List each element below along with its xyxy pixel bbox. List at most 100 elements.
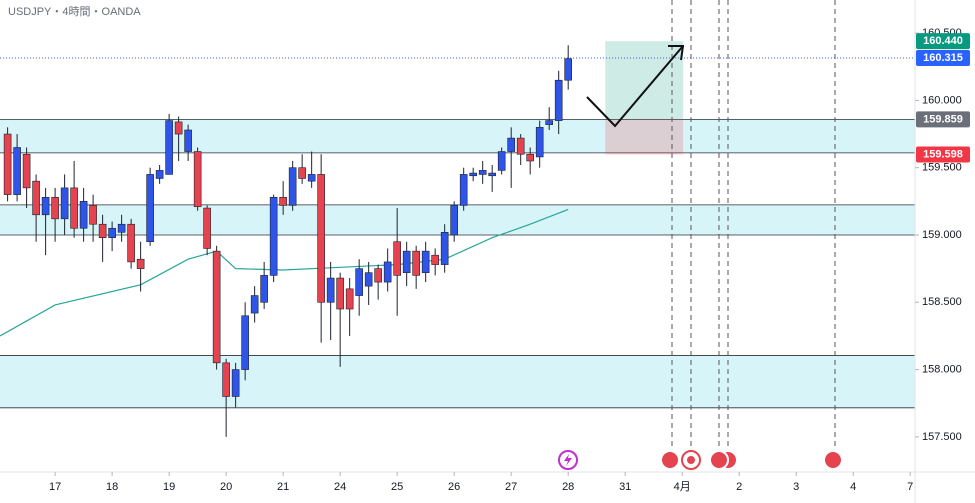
x-tick-label: 19 bbox=[163, 481, 175, 493]
candle-body bbox=[488, 172, 496, 177]
y-tick-label: 158.500 bbox=[922, 296, 962, 308]
candle-body bbox=[554, 79, 563, 121]
x-tick-label: 17 bbox=[49, 481, 61, 493]
candle-body bbox=[450, 205, 458, 236]
candle-body bbox=[545, 120, 553, 125]
candle-body bbox=[516, 137, 525, 155]
candle-body bbox=[203, 207, 211, 249]
event-icon[interactable] bbox=[660, 450, 680, 470]
candle-body bbox=[535, 127, 544, 158]
chart-title: USDJPY・4時間・OANDA bbox=[8, 5, 141, 18]
candle-body bbox=[51, 197, 59, 220]
candle-body bbox=[79, 201, 88, 229]
candle-body bbox=[421, 250, 430, 273]
candle-body bbox=[241, 315, 249, 370]
price-label-box bbox=[916, 33, 970, 50]
candle-body bbox=[307, 174, 316, 182]
candle-body bbox=[165, 120, 173, 175]
y-tick-label: 158.000 bbox=[922, 363, 962, 375]
x-tick-label: 21 bbox=[277, 481, 289, 493]
candle-body bbox=[279, 197, 287, 206]
candle-body bbox=[317, 174, 325, 303]
position-loss bbox=[605, 119, 684, 155]
event-icons[interactable] bbox=[558, 450, 843, 470]
candle-body bbox=[364, 272, 373, 287]
x-tick-label: 3 bbox=[793, 481, 799, 493]
x-tick-label: 31 bbox=[619, 481, 631, 493]
x-tick-label: 4月 bbox=[674, 481, 691, 493]
candle-body bbox=[108, 227, 116, 238]
price-label-box bbox=[916, 111, 970, 128]
candle-body bbox=[459, 174, 468, 206]
candle-body bbox=[136, 258, 145, 269]
x-tick-label: 18 bbox=[106, 481, 118, 493]
x-tick-label: 24 bbox=[334, 481, 346, 493]
zone bbox=[0, 119, 915, 153]
candle-body bbox=[507, 137, 515, 152]
x-tick-label: 20 bbox=[220, 481, 232, 493]
y-tick-label: 159.500 bbox=[922, 162, 962, 174]
x-tick-label: 27 bbox=[505, 481, 517, 493]
candle-body bbox=[440, 231, 449, 265]
candle-body bbox=[13, 147, 21, 195]
projection-arrow bbox=[586, 45, 685, 128]
candle-body bbox=[117, 223, 126, 233]
event-icon[interactable] bbox=[709, 450, 729, 470]
candle-body bbox=[60, 187, 69, 220]
candle-body bbox=[374, 268, 382, 283]
candle-body bbox=[336, 277, 344, 310]
price-label: 159.859 bbox=[923, 113, 963, 125]
candle-body bbox=[22, 153, 31, 189]
candle-body bbox=[222, 362, 230, 397]
candle-body bbox=[41, 197, 50, 216]
candle-body bbox=[431, 254, 439, 265]
candle-body bbox=[478, 170, 487, 175]
candle-body bbox=[355, 268, 363, 296]
candle-body bbox=[193, 151, 202, 208]
candle-body bbox=[412, 250, 420, 276]
candle-body bbox=[3, 133, 12, 195]
candle-body bbox=[212, 250, 221, 364]
candle-body bbox=[402, 250, 411, 273]
x-tick-label: 2 bbox=[736, 481, 742, 493]
event-icon bbox=[564, 454, 572, 466]
candle-body bbox=[288, 167, 297, 206]
x-tick-label: 7 bbox=[907, 481, 913, 493]
candle-body bbox=[298, 167, 306, 179]
candle-body bbox=[497, 151, 506, 171]
candle-body bbox=[32, 180, 40, 216]
candle-body bbox=[98, 223, 107, 238]
candle-body bbox=[231, 369, 240, 397]
x-tick-label: 25 bbox=[391, 481, 403, 493]
position-profit bbox=[605, 41, 684, 120]
y-tick-label: 157.500 bbox=[922, 431, 962, 443]
price-label: 160.315 bbox=[923, 52, 963, 64]
candle-body bbox=[326, 277, 335, 303]
event-icon bbox=[687, 456, 695, 464]
price-label: 160.440 bbox=[923, 35, 963, 47]
y-tick-label: 160.000 bbox=[922, 94, 962, 106]
candle-body bbox=[89, 205, 97, 225]
event-icon[interactable] bbox=[823, 450, 843, 470]
price-label: 159.598 bbox=[923, 148, 963, 160]
candle-body bbox=[184, 129, 192, 152]
candle-body bbox=[146, 174, 154, 243]
candle-body bbox=[269, 197, 278, 276]
candle-body bbox=[526, 153, 534, 162]
candle-body bbox=[250, 295, 259, 314]
zone bbox=[0, 355, 915, 408]
price-label-box bbox=[916, 146, 970, 163]
candle-body bbox=[70, 187, 78, 229]
candle-body bbox=[469, 172, 477, 177]
candle-body bbox=[174, 121, 183, 135]
x-tick-label: 28 bbox=[562, 481, 574, 493]
event-lines bbox=[671, 0, 836, 450]
candle-body bbox=[393, 241, 401, 276]
candle-body bbox=[127, 223, 135, 263]
candle-body bbox=[564, 58, 572, 81]
candle-body bbox=[383, 261, 392, 283]
x-tick-label: 4 bbox=[850, 481, 856, 493]
candle-body bbox=[155, 170, 164, 179]
